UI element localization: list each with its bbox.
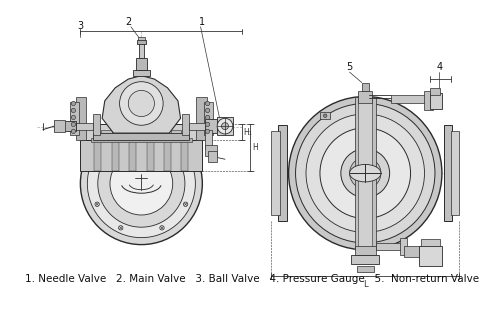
Bar xyxy=(362,83,369,91)
Polygon shape xyxy=(102,76,180,133)
Bar xyxy=(101,129,112,137)
Bar xyxy=(204,102,213,135)
Bar xyxy=(119,129,129,137)
Circle shape xyxy=(98,140,185,227)
Bar xyxy=(404,246,421,257)
Circle shape xyxy=(206,108,210,113)
Text: H: H xyxy=(252,143,258,152)
Circle shape xyxy=(119,82,163,125)
Bar xyxy=(355,246,375,255)
Circle shape xyxy=(129,90,154,117)
Circle shape xyxy=(289,96,442,250)
Bar xyxy=(392,95,426,104)
Bar xyxy=(430,88,440,95)
Bar xyxy=(375,243,402,250)
Bar xyxy=(205,145,217,156)
Bar xyxy=(138,37,145,40)
Bar xyxy=(278,125,287,221)
Text: 2: 2 xyxy=(125,17,132,27)
Bar xyxy=(320,112,331,119)
Ellipse shape xyxy=(217,118,233,134)
Text: 1. Needle Valve   2. Main Valve   3. Ball Valve   4. Pressure Gauge   5.  Non-re: 1. Needle Valve 2. Main Valve 3. Ball Va… xyxy=(25,275,479,285)
Ellipse shape xyxy=(350,164,381,182)
Bar xyxy=(136,58,147,71)
Bar xyxy=(171,129,181,137)
Text: L: L xyxy=(363,280,367,289)
Text: 1: 1 xyxy=(199,17,206,27)
Bar xyxy=(430,93,442,109)
Bar xyxy=(93,114,100,135)
Circle shape xyxy=(320,128,411,218)
Circle shape xyxy=(324,114,327,117)
Bar xyxy=(271,131,280,215)
Circle shape xyxy=(71,101,76,106)
Bar xyxy=(355,96,375,250)
Bar xyxy=(91,138,192,142)
Bar xyxy=(205,129,212,149)
Bar xyxy=(63,121,76,131)
Bar xyxy=(181,140,188,171)
Bar xyxy=(93,133,190,140)
Bar xyxy=(139,42,144,58)
Circle shape xyxy=(71,122,76,127)
Bar xyxy=(112,140,119,171)
Circle shape xyxy=(306,114,424,232)
Bar xyxy=(444,125,453,221)
Bar xyxy=(424,91,433,110)
Bar xyxy=(137,40,146,44)
Bar xyxy=(94,140,101,171)
Circle shape xyxy=(206,122,210,127)
Bar xyxy=(182,114,190,135)
Circle shape xyxy=(71,129,76,134)
Circle shape xyxy=(341,149,390,197)
Circle shape xyxy=(71,108,76,113)
Bar xyxy=(451,131,459,215)
Text: H₁: H₁ xyxy=(243,128,252,137)
Circle shape xyxy=(295,104,435,243)
Bar xyxy=(205,119,217,133)
Circle shape xyxy=(71,115,76,119)
Bar xyxy=(76,123,93,129)
Bar xyxy=(136,129,147,137)
Bar xyxy=(217,117,233,135)
Circle shape xyxy=(206,101,210,106)
Bar xyxy=(190,123,205,129)
Text: 3: 3 xyxy=(77,21,84,31)
Circle shape xyxy=(206,115,210,119)
Bar xyxy=(196,96,207,140)
Text: 5: 5 xyxy=(346,62,353,72)
Circle shape xyxy=(221,123,228,129)
Bar xyxy=(421,239,440,246)
Bar xyxy=(400,238,407,255)
Circle shape xyxy=(80,123,202,245)
Bar xyxy=(164,140,171,171)
Circle shape xyxy=(206,129,210,134)
Bar xyxy=(70,102,79,135)
Bar xyxy=(147,140,154,171)
Bar xyxy=(82,124,201,140)
Circle shape xyxy=(110,152,173,215)
Bar xyxy=(209,151,217,162)
Bar xyxy=(54,120,65,132)
Bar xyxy=(358,96,372,250)
Bar xyxy=(356,266,374,272)
Bar xyxy=(351,255,379,264)
Circle shape xyxy=(87,129,196,238)
Bar xyxy=(129,140,136,171)
Bar xyxy=(358,91,372,104)
Circle shape xyxy=(350,158,381,189)
Bar xyxy=(154,129,164,137)
Bar xyxy=(133,71,150,76)
Bar xyxy=(76,96,87,140)
Bar xyxy=(419,246,442,266)
Text: 4: 4 xyxy=(436,62,443,72)
Bar xyxy=(80,140,202,171)
